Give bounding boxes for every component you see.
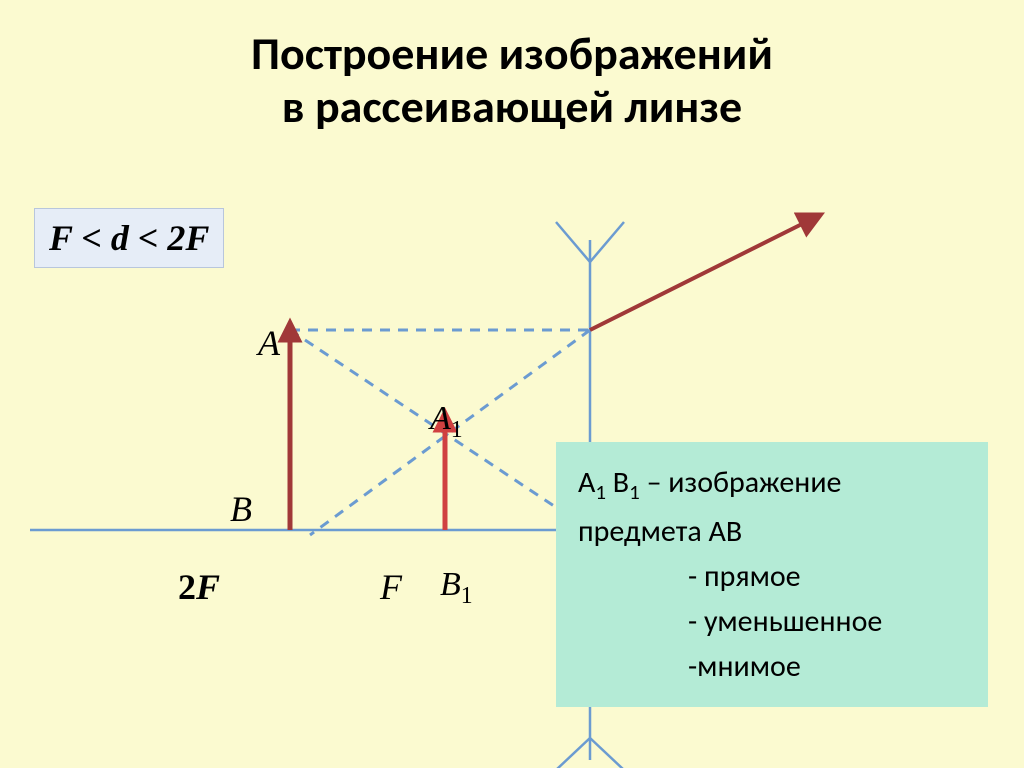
formula-box: F < d < 2F bbox=[34, 208, 224, 268]
label-B: B bbox=[230, 488, 252, 530]
label-A: A bbox=[258, 322, 280, 364]
label-F: F bbox=[380, 566, 402, 608]
label-twoF: 2F bbox=[178, 566, 220, 608]
formula-text: F < d < 2F bbox=[49, 218, 209, 258]
slide: Построение изображений в рассеивающей ли… bbox=[0, 0, 1024, 768]
legend-bullet2: - уменьшенное bbox=[578, 599, 966, 644]
title-line2: в рассеивающей линзе bbox=[282, 79, 742, 135]
legend-line2: предмета АВ bbox=[578, 509, 966, 554]
label-A1: A1 bbox=[430, 400, 463, 444]
legend-box: A1 B1 – изображение предмета АВ - прямое… bbox=[556, 442, 988, 707]
slide-title: Построение изображений в рассеивающей ли… bbox=[0, 0, 1024, 134]
label-B1: B1 bbox=[440, 566, 473, 610]
legend-line1: A1 B1 – изображение bbox=[578, 460, 966, 509]
title-line1: Построение изображений bbox=[251, 26, 773, 82]
legend-bullet1: - прямое bbox=[578, 554, 966, 599]
legend-bullet3: -мнимое bbox=[578, 644, 966, 689]
